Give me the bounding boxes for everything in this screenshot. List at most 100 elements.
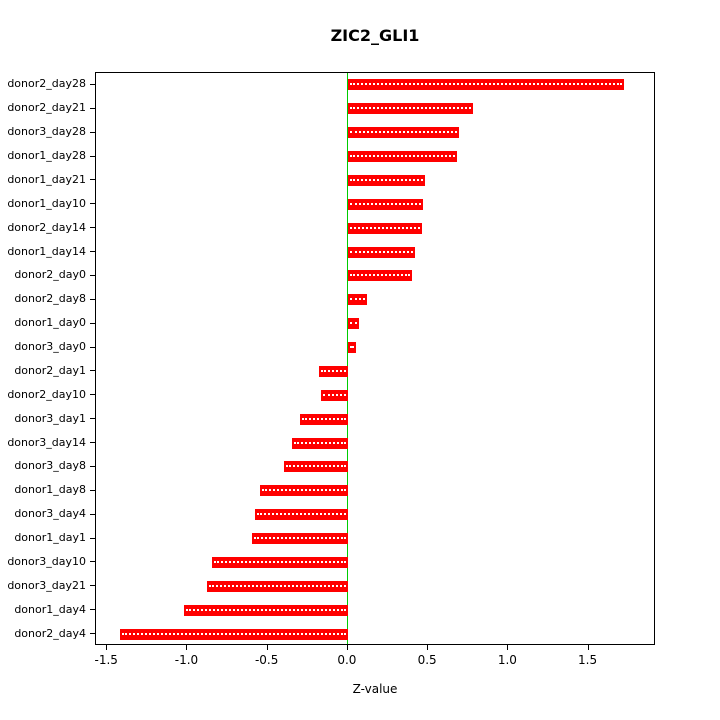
bar-centerline [349,155,456,158]
bar [211,556,348,568]
y-axis-label: donor2_day8 [14,292,86,306]
x-tick-label: 1.5 [578,653,598,667]
x-axis-tick [587,645,589,650]
y-axis-label: donor2_day0 [14,268,86,282]
x-axis-title: Z-value [352,682,398,696]
bar-centerline [349,107,472,110]
bar-centerline [253,537,346,540]
plot-area [95,72,655,645]
x-tick-label: 0.5 [417,653,437,667]
y-axis-tick [90,561,95,563]
y-axis-label: donor2_day21 [7,101,86,115]
y-axis-tick [90,107,95,109]
bar-centerline [349,274,411,277]
y-axis-tick [90,489,95,491]
x-axis-tick [507,645,509,650]
y-axis-label: donor3_day14 [7,435,86,449]
chart-title: ZIC2_GLI1 [330,26,420,45]
bar-centerline [349,83,622,86]
y-axis-label: donor3_day8 [14,459,86,473]
x-tick-label: -0.5 [254,653,279,667]
y-axis-tick [90,179,95,181]
y-axis-tick [90,418,95,420]
y-axis-label: donor2_day4 [14,626,86,640]
bar [347,270,413,282]
y-axis-label: donor1_day0 [14,316,86,330]
y-axis-tick [90,83,95,85]
y-axis-tick [90,203,95,205]
x-tick-label: 0.0 [337,653,357,667]
bar [347,103,474,115]
y-axis-label: donor1_day1 [14,531,86,545]
y-axis-tick [90,131,95,133]
bar-centerline [349,202,422,205]
y-axis-label: donor3_day4 [14,507,86,521]
bar-centerline [261,489,346,492]
bar-centerline [349,178,423,181]
bar-centerline [213,560,346,563]
bar [184,604,348,616]
bar [347,174,425,186]
bar-centerline [293,441,346,444]
bar-centerline [349,131,457,134]
bar-centerline [122,632,346,635]
y-axis-tick [90,442,95,444]
y-axis-label: donor1_day28 [7,149,86,163]
bar-centerline [256,513,346,516]
y-axis-tick [90,585,95,587]
bar [347,342,356,354]
y-axis-label: donor1_day8 [14,483,86,497]
x-tick-label: -1.0 [174,653,199,667]
y-axis-label: donor1_day10 [7,196,86,210]
y-axis-label: donor1_day14 [7,244,86,258]
y-axis-tick [90,513,95,515]
y-axis-label: donor3_day28 [7,125,86,139]
y-axis-tick [90,394,95,396]
bar [347,294,368,306]
y-axis-tick [90,251,95,253]
bar-centerline [208,584,346,587]
y-axis-tick [90,609,95,611]
y-axis-label: donor2_day1 [14,363,86,377]
bar [299,413,348,425]
bar [319,365,348,377]
zero-reference-line [347,73,349,644]
bar-centerline [349,226,420,229]
y-axis-label: donor2_day14 [7,220,86,234]
bar [347,79,624,91]
bar-centerline [349,322,358,325]
y-axis-label: donor1_day4 [14,602,86,616]
bar [254,509,348,521]
bar [259,485,348,497]
bar-centerline [349,250,414,253]
x-axis-tick [186,645,188,650]
y-axis-tick [90,227,95,229]
bar [283,461,348,473]
y-axis-tick [90,274,95,276]
bar [347,246,416,258]
bar-centerline [186,608,346,611]
bar [320,389,348,401]
bar [251,533,348,545]
bar [347,151,458,163]
y-axis-tick [90,322,95,324]
bar [347,198,424,210]
bar-centerline [349,298,366,301]
bar-centerline [285,465,346,468]
y-axis-label: donor1_day21 [7,172,86,186]
bar-centerline [322,393,346,396]
bar-centerline [349,346,354,349]
x-axis-tick [427,645,429,650]
y-axis-label: donor2_day10 [7,387,86,401]
y-axis-tick [90,465,95,467]
y-axis-tick [90,370,95,372]
bar [347,127,459,139]
y-axis-label: donor2_day28 [7,77,86,91]
bar-centerline [301,417,346,420]
bar [347,222,422,234]
bar [120,628,348,640]
y-axis-label: donor3_day1 [14,411,86,425]
x-tick-label: 1.0 [497,653,517,667]
x-tick-label: -1.5 [94,653,118,667]
